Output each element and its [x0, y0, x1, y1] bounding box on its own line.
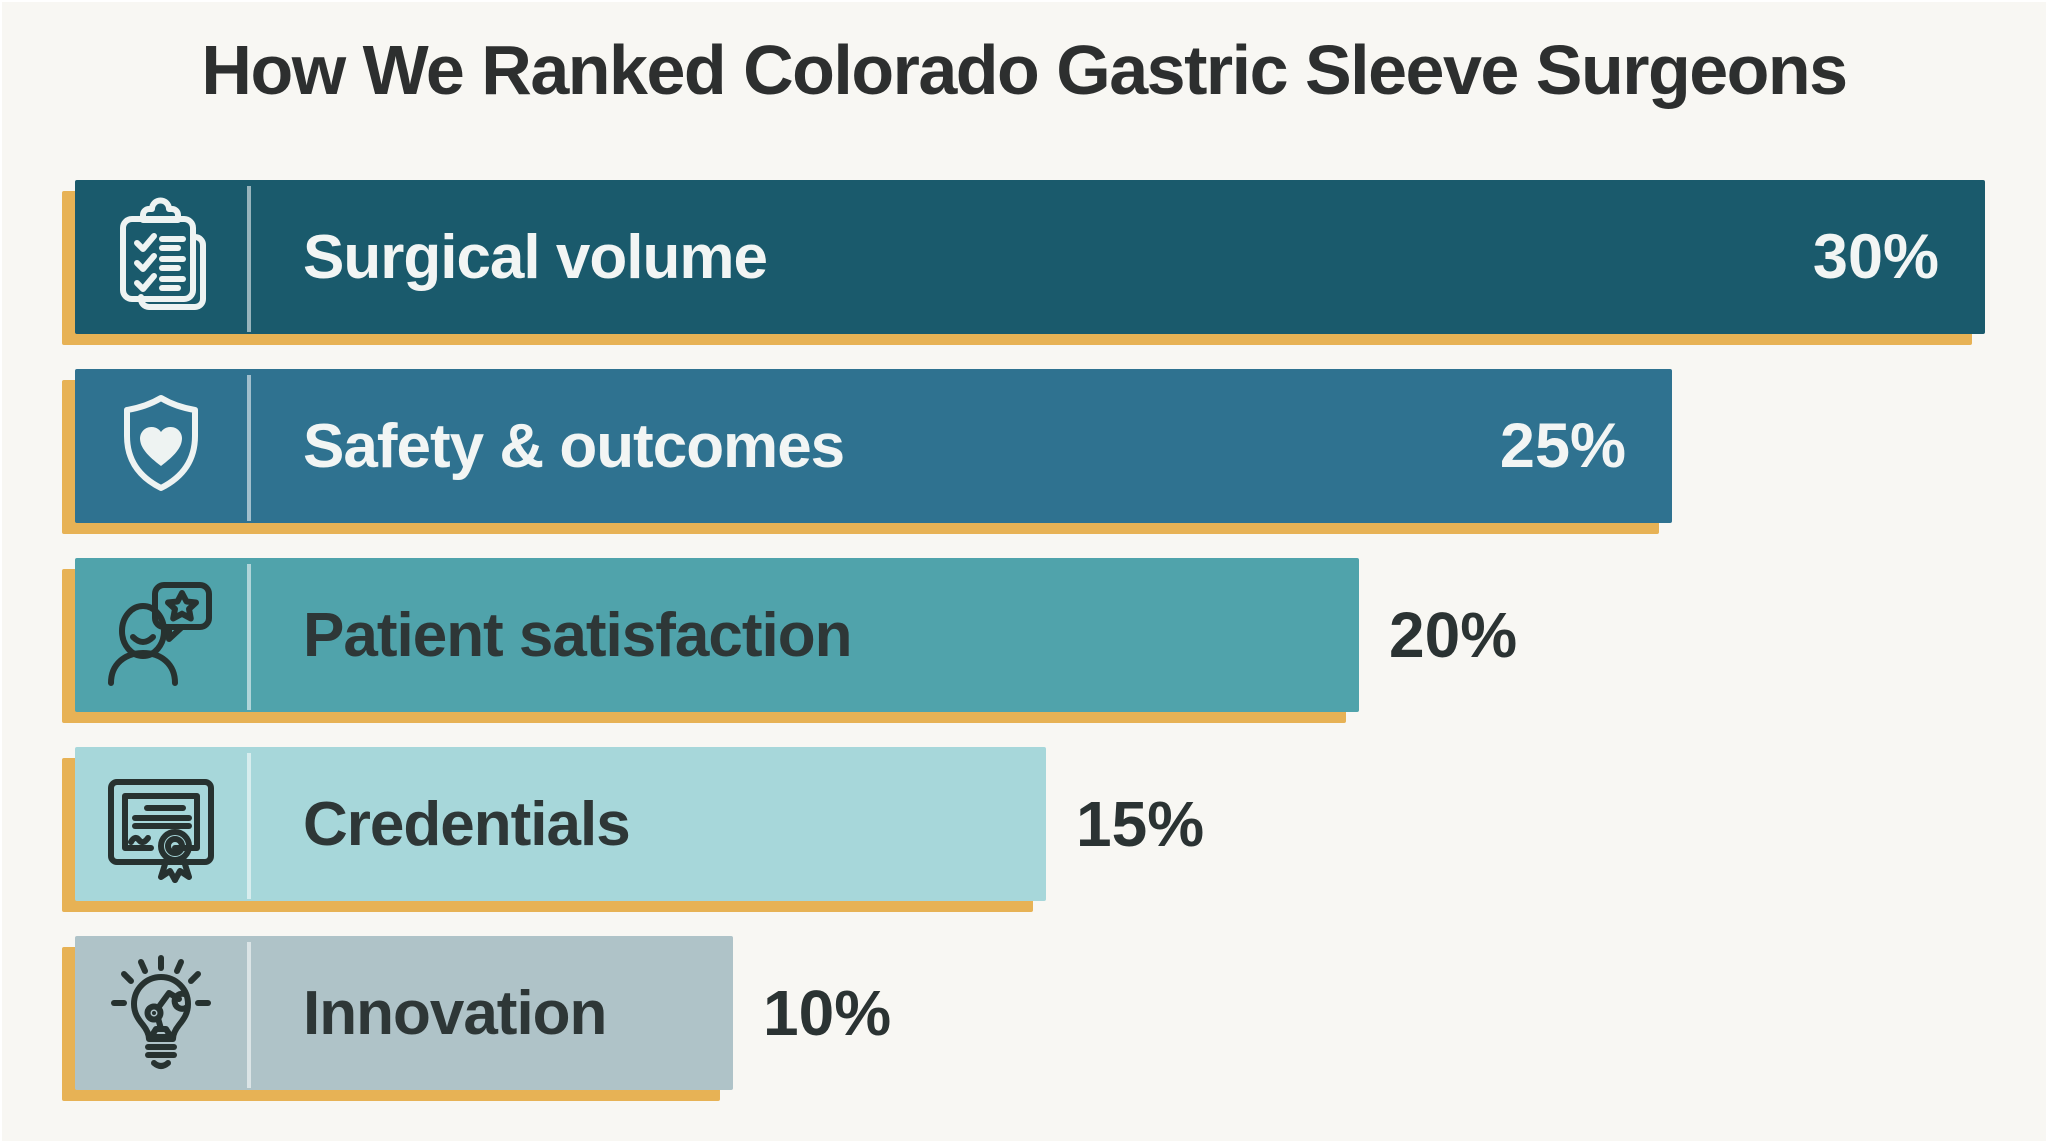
bar: Patient satisfaction	[75, 558, 1359, 712]
bar-row: Innovation 10%	[0, 936, 2048, 1101]
certificate-icon	[75, 747, 247, 901]
bar-value-outside: 20%	[1389, 599, 1518, 671]
bar: Safety & outcomes 25%	[75, 369, 1672, 523]
bar-label: Surgical volume	[303, 222, 768, 292]
icon-divider	[247, 942, 251, 1088]
bar-row: Credentials 15%	[0, 747, 2048, 912]
bar-row: Safety & outcomes 25%	[0, 369, 2048, 534]
person-review-icon	[75, 558, 247, 712]
bar: Innovation	[75, 936, 733, 1090]
bar-value-inside: 25%	[1499, 411, 1626, 481]
bar-row: Patient satisfaction 20%	[0, 558, 2048, 723]
bar-value-inside: 30%	[1812, 222, 1939, 292]
bar-row: Surgical volume 30%	[0, 180, 2048, 345]
bar-label: Patient satisfaction	[303, 600, 852, 670]
icon-divider	[247, 186, 251, 332]
chart-title: How We Ranked Colorado Gastric Sleeve Su…	[201, 31, 1848, 109]
bar: Credentials	[75, 747, 1046, 901]
shield-heart-icon	[75, 369, 247, 523]
bar: Surgical volume 30%	[75, 180, 1985, 334]
clipboard-checklist-icon	[75, 180, 247, 334]
icon-divider	[247, 375, 251, 521]
bar-label: Credentials	[303, 789, 631, 859]
bar-value-outside: 15%	[1076, 788, 1205, 860]
icon-divider	[247, 753, 251, 899]
bar-value-outside: 10%	[763, 977, 892, 1049]
icon-divider	[247, 564, 251, 710]
lightbulb-innovation-icon	[75, 936, 247, 1090]
bar-label: Innovation	[303, 978, 607, 1048]
bar-label: Safety & outcomes	[303, 411, 845, 481]
